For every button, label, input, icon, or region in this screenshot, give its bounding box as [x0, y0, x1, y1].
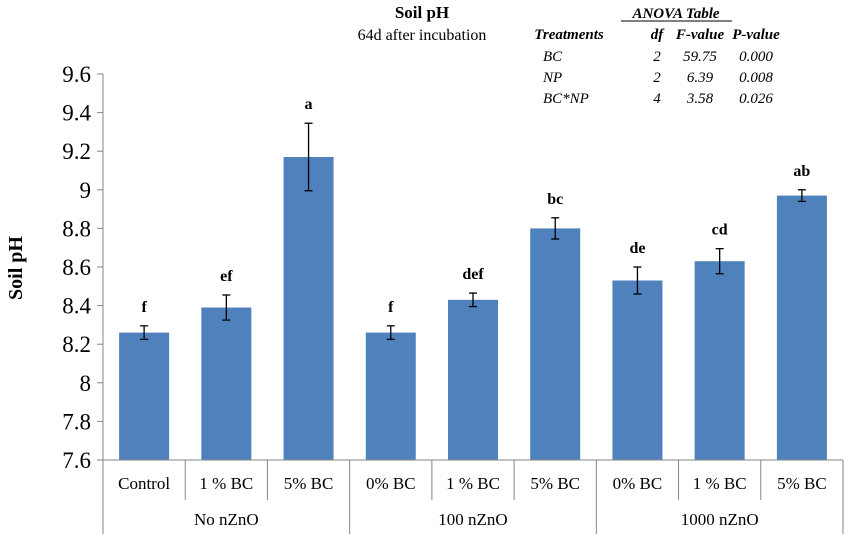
anova-title: ANOVA Table — [631, 6, 719, 22]
anova-cell: 6.39 — [687, 70, 714, 86]
group-label: 100 nZnO — [438, 510, 507, 529]
significance-letter: ef — [220, 268, 233, 285]
anova-cell: 4 — [653, 91, 661, 107]
bar — [448, 299, 498, 460]
bar — [530, 228, 581, 460]
error-bar — [140, 325, 149, 341]
bar — [201, 307, 252, 460]
anova-cell: 2 — [653, 49, 661, 65]
anova-cell: BC — [543, 49, 563, 65]
x-tick-label: 5% BC — [530, 474, 580, 493]
bar — [365, 332, 416, 460]
significance-letter: a — [305, 96, 313, 113]
error-bar — [222, 294, 231, 321]
anova-header: P-value — [732, 27, 780, 43]
anova-cell: BC*NP — [543, 91, 589, 107]
bar — [694, 261, 745, 460]
anova-cell: 59.75 — [683, 49, 717, 65]
bar — [119, 332, 170, 460]
significance-letter: bc — [547, 191, 563, 208]
x-tick-label: 0% BC — [613, 474, 663, 493]
y-tick-label: 9.6 — [62, 62, 91, 87]
x-tick-label: 1 % BC — [446, 474, 500, 493]
error-bar — [551, 217, 560, 240]
significance-letter: f — [388, 299, 394, 316]
bar — [776, 195, 827, 460]
y-axis: 7.6 7.8 8 8.2 8.4 8.6 8.8 9 9.2 9.4 9.6 — [62, 62, 104, 473]
error-bar — [715, 248, 724, 275]
significance-letter: def — [462, 266, 484, 283]
chart-title: Soil pH — [395, 3, 449, 22]
x-tick-label: 0% BC — [366, 474, 416, 493]
anova-table: ANOVA Table Treatments df F-value P-value BC… — [534, 6, 780, 107]
anova-cell: 2 — [653, 70, 661, 86]
bars: f ef a f def bc de cd ab — [119, 96, 827, 461]
anova-header: df — [651, 27, 666, 43]
error-bar — [797, 189, 806, 203]
y-tick-label: 7.6 — [62, 448, 91, 473]
anova-header: Treatments — [534, 27, 604, 43]
x-tick-label: 5% BC — [284, 474, 334, 493]
anova-cell: 0.000 — [739, 49, 773, 65]
significance-letter: cd — [712, 222, 728, 239]
y-tick-label: 8.8 — [62, 216, 91, 241]
error-bar — [633, 266, 642, 295]
error-bar — [386, 325, 395, 341]
y-tick-label: 8.2 — [62, 332, 91, 357]
x-axis: Control 1 % BC 5% BC 0% BC 1 % BC 5% BC 0% BC 1… — [102, 459, 844, 534]
bar — [612, 280, 663, 460]
x-tick-label: 1 % BC — [199, 474, 253, 493]
y-tick-label: 8 — [80, 371, 92, 396]
bar — [283, 156, 334, 461]
y-tick-label: 8.6 — [62, 255, 91, 280]
significance-letter: ab — [793, 163, 810, 180]
y-tick-label: 8.4 — [62, 294, 91, 319]
group-label: No nZnO — [194, 510, 259, 529]
y-tick-label: 9.4 — [62, 101, 91, 126]
group-label: 1000 nZnO — [681, 510, 759, 529]
anova-header: F-value — [675, 27, 725, 43]
error-bar — [304, 122, 313, 192]
x-tick-label: 5% BC — [777, 474, 827, 493]
y-tick-label: 9 — [80, 178, 92, 203]
y-axis-label: Soil pH — [5, 236, 27, 300]
y-tick-label: 7.8 — [62, 409, 91, 434]
significance-letter: de — [629, 240, 645, 257]
anova-cell: 0.008 — [739, 70, 773, 86]
x-tick-label: Control — [118, 474, 170, 493]
significance-letter: f — [141, 299, 147, 316]
anova-cell: NP — [542, 70, 562, 86]
chart-subtitle: 64d after incubation — [358, 27, 487, 44]
y-tick-label: 9.2 — [62, 139, 91, 164]
error-bar — [469, 292, 477, 308]
anova-cell: 3.58 — [686, 91, 714, 107]
anova-cell: 0.026 — [739, 91, 773, 107]
x-tick-label: 1 % BC — [693, 474, 747, 493]
